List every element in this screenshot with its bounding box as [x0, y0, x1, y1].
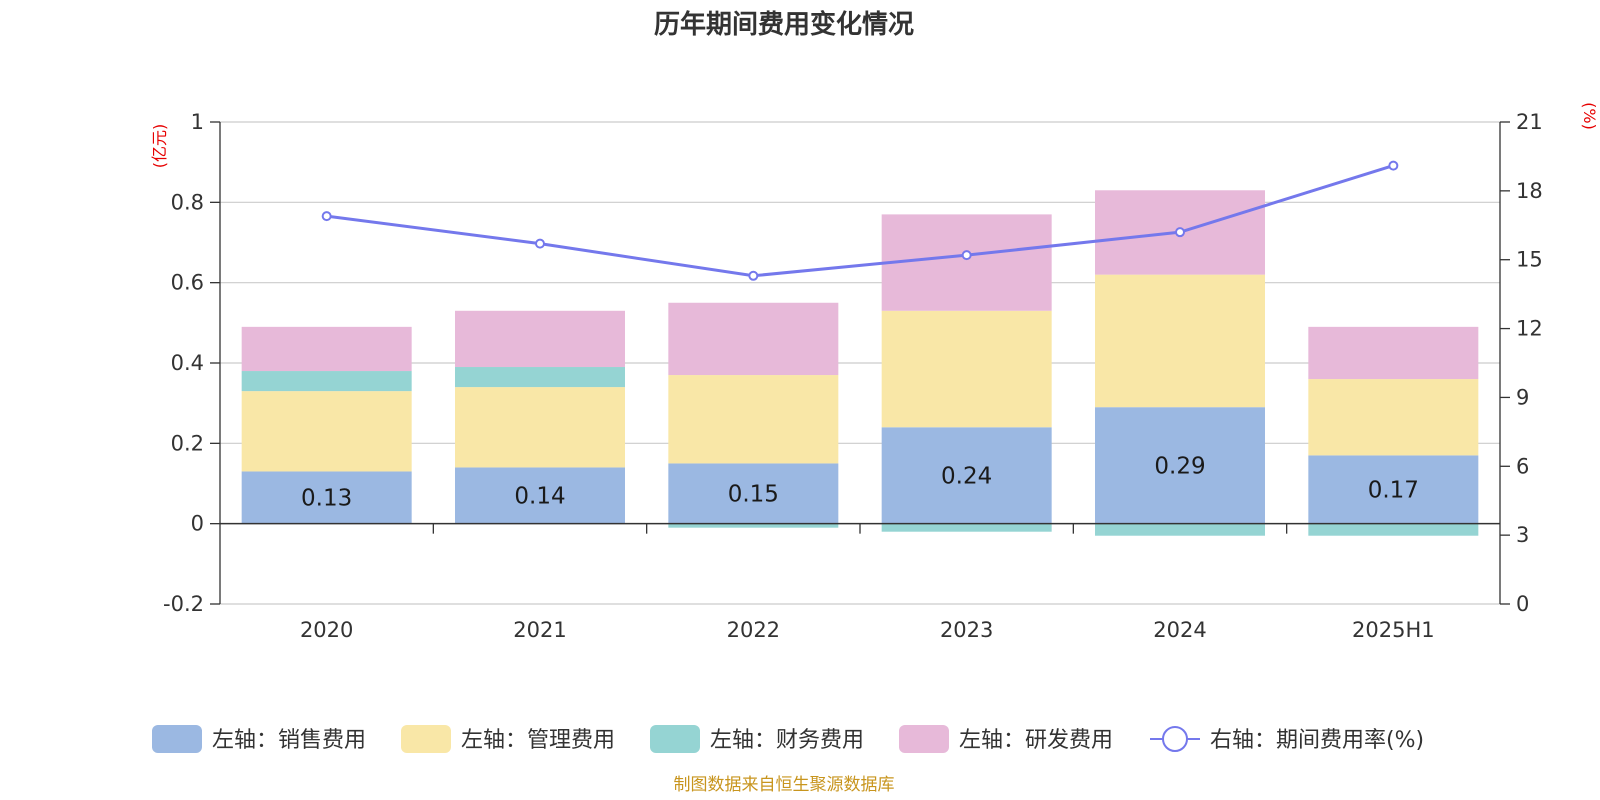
legend-line-marker — [1162, 726, 1188, 752]
right-tick-label: 15 — [1516, 248, 1543, 272]
axes: -0.2 0 0.2 0.4 0.6 0.8 1 0 3 6 9 12 15 18 21 2020 2021 20… — [163, 110, 1543, 642]
left-tick-label: -0.2 — [163, 592, 204, 616]
bar-segment — [668, 463, 839, 524]
legend-label: 左轴：研发费用 — [959, 728, 1113, 753]
left-tick-label: 0 — [191, 512, 204, 536]
chart-title: 历年期间费用变化情况 — [654, 9, 914, 40]
bar-segment — [1308, 455, 1479, 524]
x-tick-label: 2023 — [940, 618, 993, 642]
bar-segment — [1095, 523, 1265, 536]
legend-label: 左轴：财务费用 — [710, 728, 864, 753]
right-tick-label: 21 — [1516, 110, 1543, 134]
right-tick-label: 18 — [1516, 179, 1543, 203]
left-tick-label: 0.2 — [171, 431, 204, 455]
x-tick-label: 2021 — [513, 618, 566, 642]
legend-item[interactable]: 左轴：研发费用 — [899, 725, 1113, 753]
rate-point — [748, 270, 759, 281]
right-tick-label: 9 — [1516, 385, 1529, 409]
bar-segment — [241, 326, 412, 372]
bar-segment — [241, 471, 412, 524]
legend-item[interactable]: 左轴：财务费用 — [650, 725, 864, 753]
bar-segment — [881, 427, 1052, 524]
bar-data-label: 0.15 — [728, 482, 779, 508]
rate-point — [321, 211, 332, 222]
legend-label: 右轴：期间费用率(%) — [1210, 728, 1424, 753]
legend-item[interactable]: 左轴：管理费用 — [401, 725, 615, 753]
x-tick-label: 2025H1 — [1352, 618, 1435, 642]
x-tick-label: 2024 — [1153, 618, 1206, 642]
bar-segment — [1095, 407, 1265, 524]
rate-line-series — [321, 160, 1399, 281]
rate-point — [1175, 227, 1185, 238]
rate-point — [961, 250, 972, 261]
bar-data-label: 0.14 — [514, 484, 565, 510]
bar-segment — [668, 302, 839, 376]
bar-segment — [881, 523, 1052, 532]
left-tick-label: 1 — [191, 110, 204, 134]
right-axis-unit: (%) — [1580, 102, 1599, 130]
source-note: 制图数据来自恒生聚源数据库 — [674, 775, 895, 795]
legend-swatch — [401, 725, 451, 753]
bar-series: 0.13 0.14 0.15 0.24 0.29 0.17 — [241, 190, 1479, 536]
bar-data-label: 0.17 — [1368, 478, 1419, 504]
bar-segment — [455, 387, 625, 468]
bar-segment — [241, 391, 412, 472]
bar-segment — [1308, 523, 1479, 536]
x-tick-label: 2022 — [727, 618, 780, 642]
bar-segment — [1095, 274, 1265, 408]
rate-point — [1388, 160, 1399, 171]
bar-segment — [455, 367, 625, 388]
bar-segment — [668, 523, 839, 528]
right-tick-label: 3 — [1516, 523, 1529, 547]
legend-label: 左轴：销售费用 — [212, 728, 366, 753]
legend-swatch — [152, 725, 202, 753]
left-axis-unit: (亿元) — [150, 124, 169, 169]
legend-label: 左轴：管理费用 — [461, 728, 615, 753]
left-tick-label: 0.8 — [171, 190, 204, 214]
bar-segment — [668, 375, 839, 464]
rate-point — [535, 238, 545, 249]
legend-item-line[interactable]: 右轴：期间费用率(%) — [1150, 726, 1424, 753]
bar-segment — [881, 310, 1052, 428]
x-tick-label: 2020 — [300, 618, 353, 642]
left-tick-label: 0.4 — [171, 351, 204, 375]
bar-data-label: 0.13 — [301, 486, 352, 512]
legend-swatch — [650, 725, 700, 753]
bar-segment — [1308, 379, 1479, 456]
right-tick-label: 6 — [1516, 454, 1529, 478]
bar-segment — [1308, 326, 1479, 380]
bar-segment — [241, 371, 412, 392]
legend[interactable]: 左轴：销售费用 左轴：管理费用 左轴：财务费用 左轴：研发费用 右轴：期间费用率(%) — [152, 725, 1424, 753]
bar-segment — [455, 467, 625, 524]
right-tick-label: 0 — [1516, 592, 1529, 616]
bar-segment — [455, 310, 625, 368]
legend-swatch — [899, 725, 949, 753]
bar-segment — [881, 214, 1052, 311]
left-tick-label: 0.6 — [171, 271, 204, 295]
bar-data-label: 0.24 — [941, 463, 992, 489]
legend-item[interactable]: 左轴：销售费用 — [152, 725, 366, 753]
bar-data-label: 0.29 — [1154, 453, 1205, 479]
right-tick-label: 12 — [1516, 317, 1543, 341]
rate-line — [326, 164, 1394, 278]
